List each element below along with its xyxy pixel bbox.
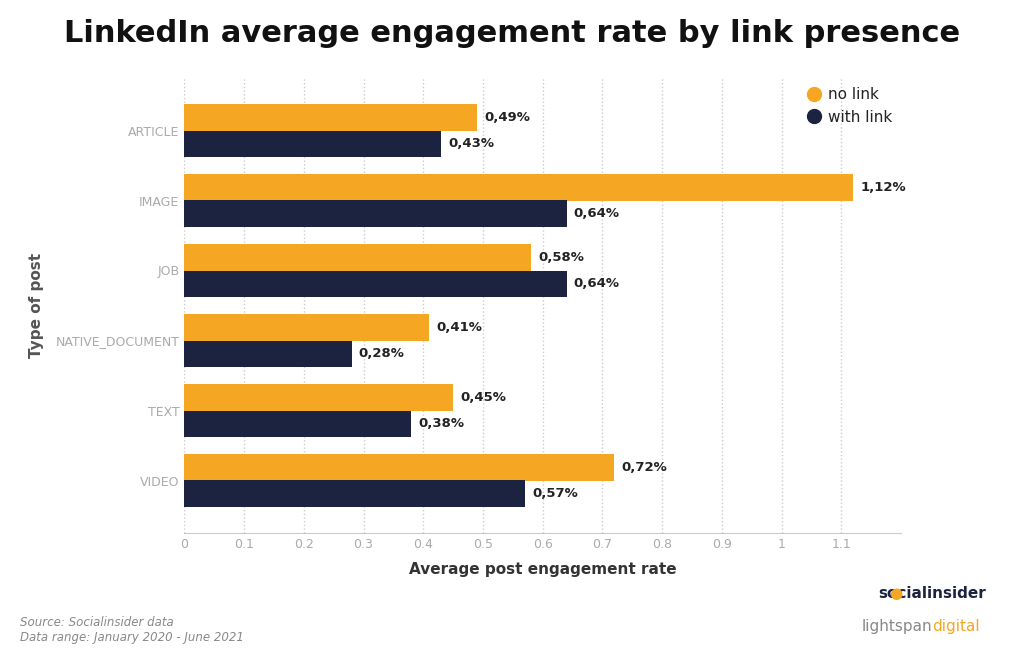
- Text: digital: digital: [932, 619, 980, 634]
- Text: 0,28%: 0,28%: [358, 347, 404, 360]
- Bar: [184, 454, 614, 480]
- Bar: [184, 480, 524, 507]
- Bar: [184, 244, 530, 270]
- X-axis label: Average post engagement rate: Average post engagement rate: [409, 562, 677, 577]
- Text: 0,64%: 0,64%: [573, 207, 620, 220]
- Bar: [184, 131, 441, 157]
- Bar: [184, 200, 566, 227]
- Text: 0,41%: 0,41%: [436, 320, 482, 333]
- Bar: [184, 341, 351, 367]
- Legend: no link, with link: no link, with link: [802, 81, 898, 131]
- Text: 0,58%: 0,58%: [538, 251, 584, 264]
- Text: 0,57%: 0,57%: [532, 488, 578, 500]
- Bar: [184, 270, 566, 297]
- Text: Source: Socialinsider data
Data range: January 2020 - June 2021: Source: Socialinsider data Data range: J…: [20, 616, 245, 644]
- Text: 0,64%: 0,64%: [573, 278, 620, 291]
- Text: 0,72%: 0,72%: [622, 461, 668, 474]
- Text: lightspan: lightspan: [861, 619, 932, 634]
- Text: 0,38%: 0,38%: [419, 417, 465, 430]
- Text: 0,43%: 0,43%: [449, 137, 495, 150]
- Text: 0,49%: 0,49%: [484, 111, 530, 124]
- Y-axis label: Type of post: Type of post: [30, 253, 44, 358]
- Text: 0,45%: 0,45%: [461, 391, 506, 404]
- Text: LinkedIn average engagement rate by link presence: LinkedIn average engagement rate by link…: [63, 20, 961, 49]
- Bar: [184, 411, 412, 437]
- Bar: [184, 314, 429, 341]
- Text: 1,12%: 1,12%: [860, 181, 906, 194]
- Text: ●: ●: [890, 586, 902, 601]
- Bar: [184, 104, 477, 131]
- Bar: [184, 384, 453, 411]
- Text: socialinsider: socialinsider: [878, 586, 986, 601]
- Bar: [184, 174, 853, 200]
